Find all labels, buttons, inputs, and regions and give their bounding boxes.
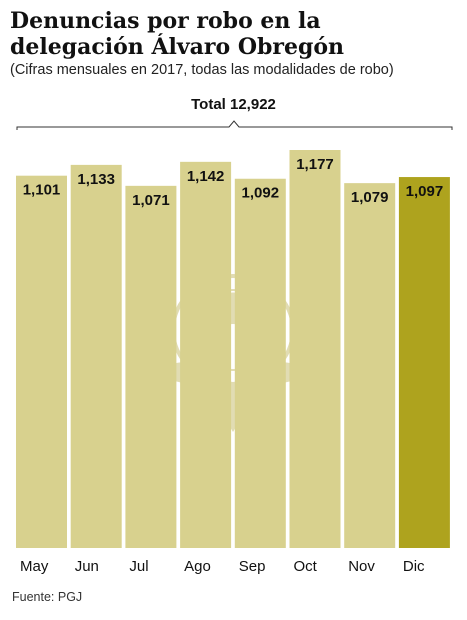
value-label: 1,177 — [296, 156, 334, 173]
value-label: 1,101 — [23, 182, 61, 199]
x-tick-label: Oct — [294, 558, 318, 575]
bar-dic — [398, 177, 450, 549]
bar-nov — [344, 183, 396, 548]
value-label: 1,097 — [406, 183, 444, 200]
bar-sep — [234, 178, 286, 549]
x-tick-label: Dic — [403, 558, 425, 575]
total-annotation: Total 12,922 — [191, 96, 276, 113]
bar-may — [16, 175, 67, 549]
value-label: 1,079 — [351, 189, 389, 206]
bar-ago — [180, 161, 232, 548]
total-bracket — [16, 120, 453, 130]
chart-subtitle: (Cifras mensuales en 2017, todas las mod… — [10, 62, 394, 78]
value-label: 1,092 — [242, 185, 280, 202]
value-label: 1,071 — [132, 192, 170, 209]
bar-jun — [70, 164, 122, 548]
x-tick-label: Jun — [75, 558, 99, 575]
x-tick-label: Ago — [184, 558, 211, 575]
source-note: Fuente: PGJ — [12, 590, 83, 604]
x-tick-label: Jul — [129, 558, 148, 575]
bar-jul — [125, 185, 177, 548]
x-tick-label: May — [20, 558, 49, 575]
bar-oct — [289, 150, 341, 548]
value-label: 1,133 — [77, 171, 115, 188]
x-tick-label: Nov — [348, 558, 375, 575]
x-tick-label: Sep — [239, 558, 266, 575]
value-label: 1,142 — [187, 168, 225, 185]
chart-title: Denuncias por robo en la delegación Álva… — [10, 8, 345, 60]
